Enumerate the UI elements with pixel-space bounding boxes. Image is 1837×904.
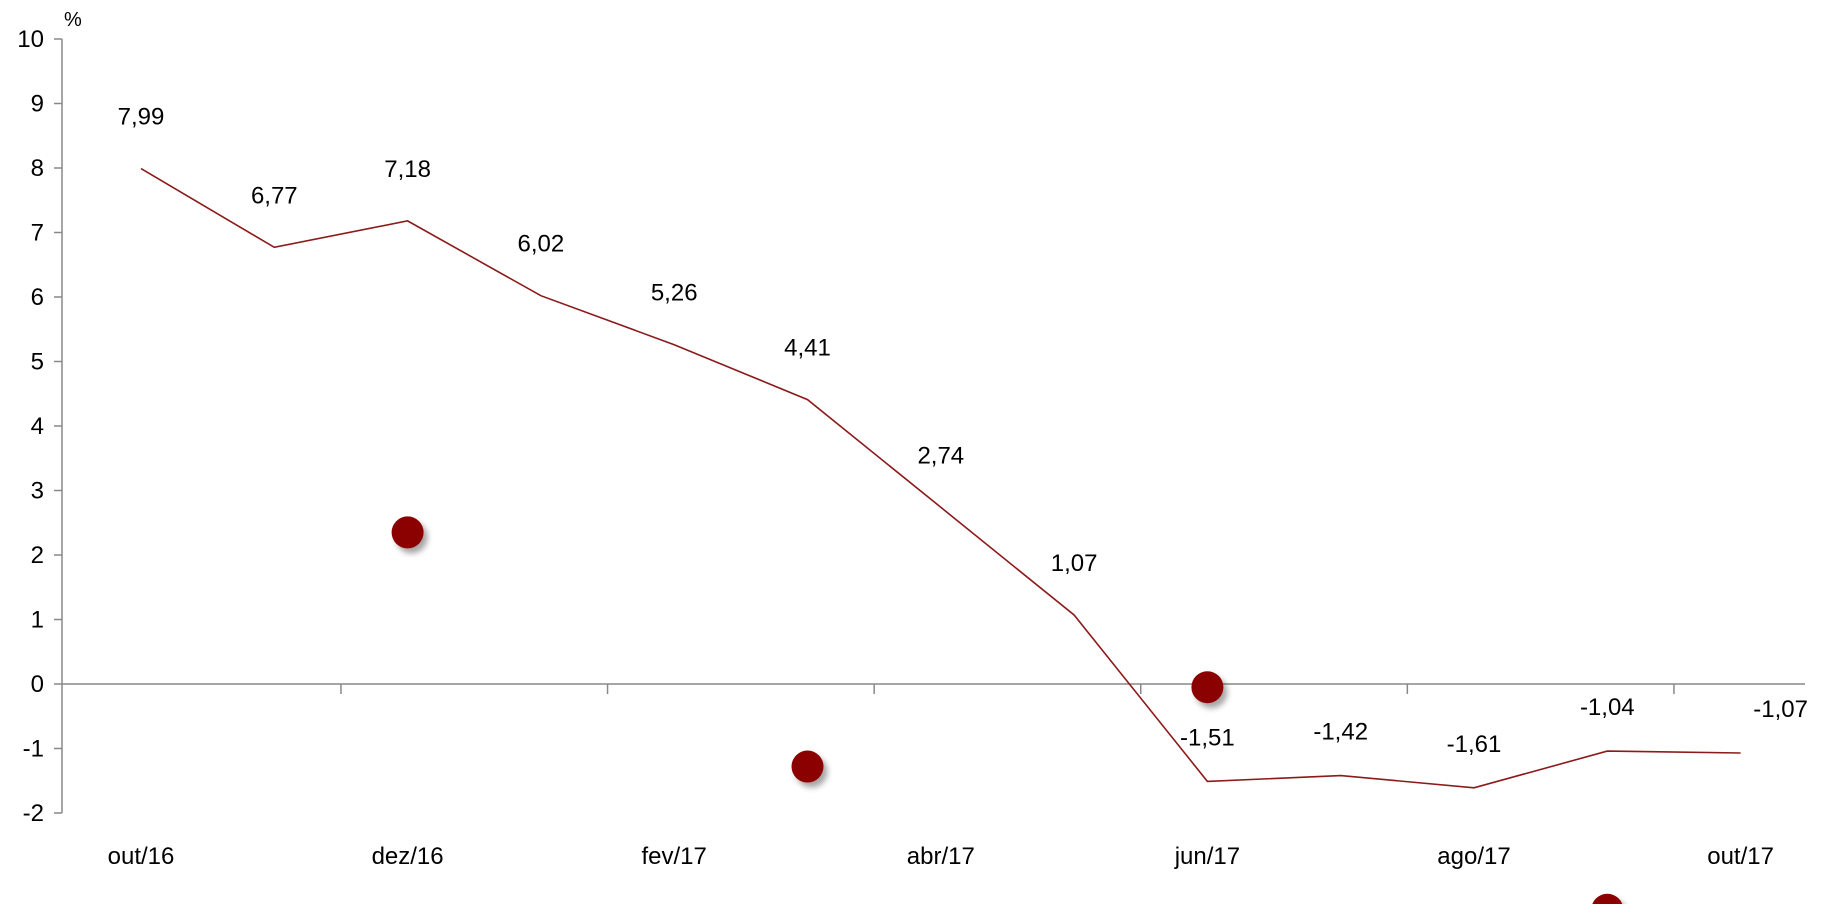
x-axis: out/16 dez/16 fev/17 abr/17 jun/17 ago/17 out/… <box>62 683 1805 870</box>
y-tick-label: 4 <box>31 413 44 440</box>
data-labels: 7,99 6,77 7,18 6,02 5,26 4,41 2,74 1,07 -1,51 -1,… <box>118 104 1808 758</box>
line-series-path <box>140 167 1741 789</box>
y-tick-label: 2 <box>31 542 44 569</box>
y-tick-label: 0 <box>31 671 44 698</box>
y-tick-label: 7 <box>31 220 44 247</box>
x-tick-label: jun/17 <box>1174 843 1240 870</box>
data-label: 1,07 <box>1051 550 1098 577</box>
y-tick-label: 3 <box>31 478 44 505</box>
x-tick-label: abr/17 <box>907 843 975 870</box>
line-series <box>140 167 1741 789</box>
scatter-point <box>791 750 824 783</box>
x-tick-label: dez/16 <box>372 843 444 870</box>
y-tick-label: -1 <box>23 736 44 763</box>
data-label: 5,26 <box>651 280 698 307</box>
x-tick-label: out/16 <box>108 843 175 870</box>
y-tick-label: 1 <box>31 607 44 634</box>
y-tick-label: 8 <box>31 155 44 182</box>
scatter-point <box>1191 671 1224 704</box>
data-label: 7,18 <box>384 156 431 183</box>
y-tick-label: 9 <box>31 91 44 118</box>
data-label: -1,04 <box>1580 694 1635 721</box>
unit-label: % <box>64 9 82 31</box>
data-label: -1,42 <box>1313 719 1368 746</box>
scatter-point <box>1592 893 1623 904</box>
scatter-series <box>391 516 1623 904</box>
y-tick-label: -2 <box>23 800 44 827</box>
y-tick-label: 6 <box>31 284 44 311</box>
x-tick-label: fev/17 <box>642 843 707 870</box>
data-label: 7,99 <box>118 104 165 131</box>
data-label: -1,61 <box>1447 731 1502 758</box>
y-tick-label: 10 <box>17 26 44 53</box>
data-label: 6,77 <box>251 182 298 209</box>
x-tick-label: out/17 <box>1707 843 1774 870</box>
data-label: 4,41 <box>784 335 831 362</box>
y-tick-label: 5 <box>31 349 44 376</box>
scatter-point <box>391 516 424 549</box>
x-tick-label: ago/17 <box>1437 843 1510 870</box>
data-label: 2,74 <box>917 442 964 469</box>
data-label: -1,07 <box>1753 696 1808 723</box>
data-label: 6,02 <box>518 231 565 258</box>
data-label: -1,51 <box>1180 724 1235 751</box>
